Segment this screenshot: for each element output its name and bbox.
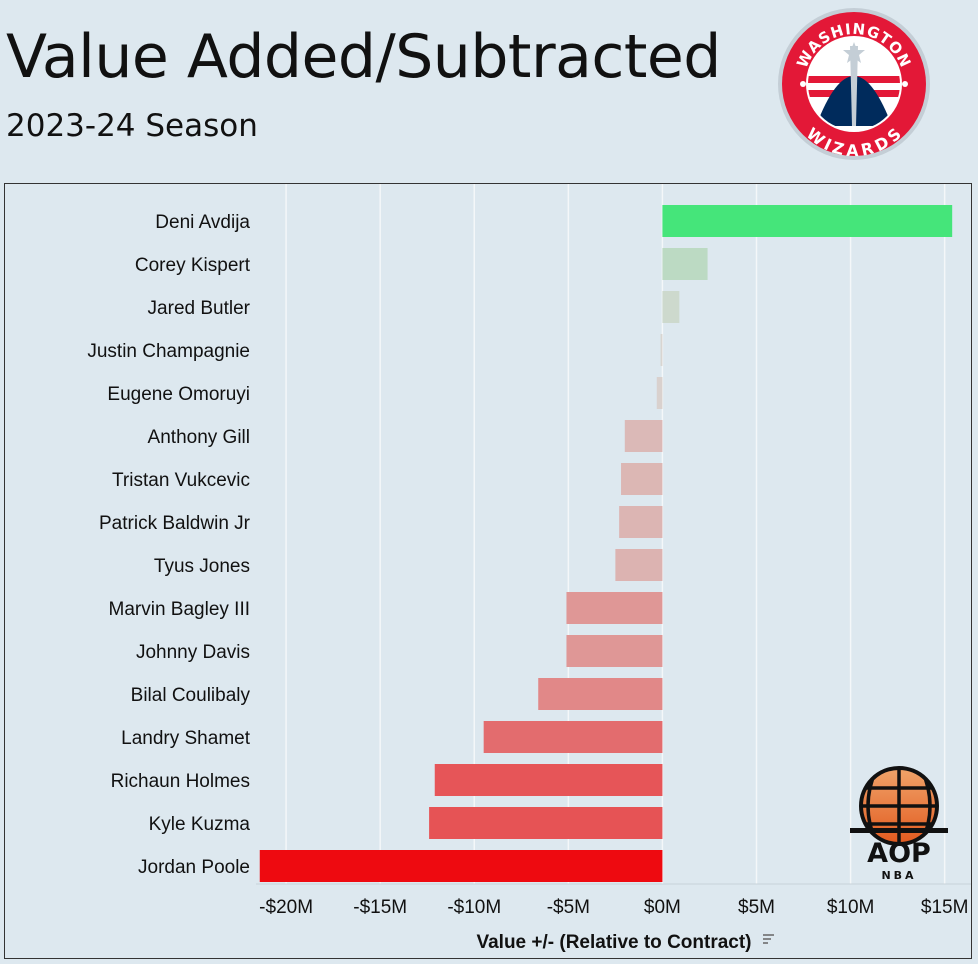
category-label: Eugene Omoruyi: [107, 384, 250, 405]
brand-text: AOP: [867, 838, 931, 869]
wizards-logo-icon: WASHINGTON WIZARDS: [778, 8, 930, 160]
tick-label-layer: -$20M -$15M -$10M -$5M $0M $5M $10M $15M: [259, 897, 968, 918]
x-tick-label: $5M: [738, 897, 775, 918]
chart-title: Value Added/Subtracted: [6, 22, 721, 92]
x-tick-label: $10M: [827, 897, 875, 918]
category-label: Bilal Coulibaly: [131, 685, 251, 706]
bar[interactable]: [259, 850, 663, 882]
category-label: Johnny Davis: [136, 642, 250, 663]
x-tick-label: -$15M: [353, 897, 407, 918]
bar[interactable]: [656, 377, 663, 409]
x-tick-label: $15M: [921, 897, 969, 918]
category-label: Richaun Holmes: [111, 771, 250, 792]
category-label: Marvin Bagley III: [109, 599, 251, 620]
x-tick-label: $0M: [644, 897, 681, 918]
category-label: Kyle Kuzma: [149, 814, 251, 835]
bar[interactable]: [566, 635, 663, 667]
category-label: Anthony Gill: [148, 427, 250, 448]
bar[interactable]: [615, 549, 663, 581]
x-tick-label: -$10M: [447, 897, 501, 918]
x-tick-label: -$5M: [547, 897, 590, 918]
category-label: Corey Kispert: [135, 255, 251, 276]
category-label: Landry Shamet: [121, 728, 251, 749]
bar[interactable]: [538, 678, 663, 710]
bar[interactable]: [662, 291, 680, 323]
bar[interactable]: [619, 506, 663, 538]
category-label: Tyus Jones: [154, 556, 250, 577]
category-label: Patrick Baldwin Jr: [99, 513, 251, 534]
chart-panel: Deni Avdija Corey Kispert Jared Butler Just…: [4, 183, 972, 959]
x-axis-title: Value +/- (Relative to Contract): [476, 932, 751, 953]
bar[interactable]: [662, 205, 953, 237]
bar[interactable]: [566, 592, 663, 624]
category-label: Tristan Vukcevic: [112, 470, 250, 491]
bar[interactable]: [662, 248, 708, 280]
chart-subtitle: 2023-24 Season: [6, 108, 258, 144]
category-label: Jordan Poole: [138, 857, 250, 878]
bar[interactable]: [483, 721, 663, 753]
bar[interactable]: [660, 334, 663, 366]
bar-layer: [259, 205, 953, 882]
bar[interactable]: [429, 807, 663, 839]
bar-chart: Deni Avdija Corey Kispert Jared Butler Just…: [87, 184, 971, 953]
category-label: Justin Champagnie: [87, 341, 250, 362]
category-label-layer: Deni Avdija Corey Kispert Jared Butler Just…: [87, 212, 250, 878]
bar[interactable]: [621, 463, 663, 495]
bar[interactable]: [624, 420, 663, 452]
bar[interactable]: [434, 764, 663, 796]
category-label: Deni Avdija: [155, 212, 250, 233]
aop-nba-logo-icon: AOP NBA: [850, 766, 948, 882]
sort-descending-icon[interactable]: [763, 934, 774, 944]
x-tick-label: -$20M: [259, 897, 313, 918]
brand-subtext: NBA: [881, 869, 916, 882]
category-label: Jared Butler: [148, 298, 251, 319]
